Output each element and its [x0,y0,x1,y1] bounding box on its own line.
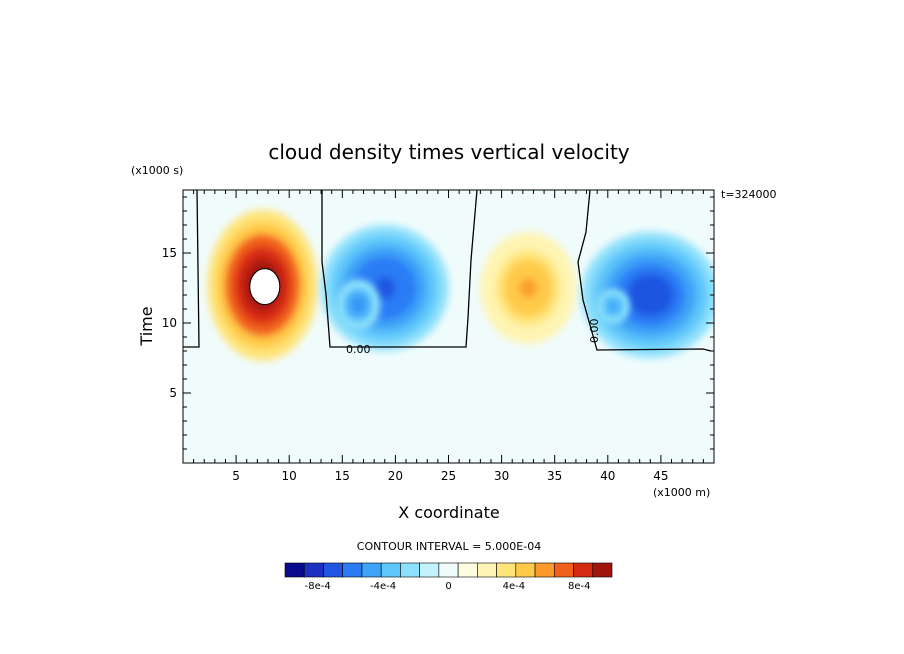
colorbar-tick-label: 4e-4 [503,581,526,592]
colorbar-tick-label: -4e-4 [370,581,396,592]
x-tick-label: 30 [494,469,509,483]
x-tick-label: 20 [388,469,403,483]
chart-title: cloud density times vertical velocity [268,140,629,164]
colorbar-swatch [361,562,382,578]
heatmap-level [374,277,396,299]
heatmap-cell [597,289,630,324]
colorbar-swatch [457,562,478,578]
colorbar: -8e-4 -4e-4 0 4e-4 8e-4 [284,562,613,592]
heatmap-cell [336,279,380,330]
colorbar-swatch [284,562,305,578]
colorbar-swatch [553,562,574,578]
colorbar-tick-label: -8e-4 [305,581,331,592]
x-tick-label: 15 [335,469,350,483]
heatmap-level [610,303,616,310]
heatmap-cell [581,232,714,358]
time-stamp: t=324000 [721,188,777,201]
x-tick-label: 25 [441,469,456,483]
x-tick-label: 40 [600,469,615,483]
y-scale-note: (x1000 s) [131,164,183,177]
colorbar-swatch [438,562,459,578]
heatmap-level [638,284,662,306]
heatmap-cells [207,209,714,361]
colorbar-swatch [303,562,324,578]
contour-label-1: 0.00 [346,343,371,356]
x-scale-note: (x1000 m) [653,486,710,499]
heatmap-level [520,278,537,298]
colorbar-swatch [419,562,440,578]
contour-label-2: 0.00 [588,319,601,344]
colorbar-swatch [496,562,517,578]
colorbar-swatch [380,562,401,578]
colorbar-swatch [323,562,344,578]
plot-area: 0.00 0.00 5 10 15 20 25 30 35 40 45 5 10 15 [162,189,715,483]
saturated-core [249,268,281,306]
heatmap-cell [480,232,576,344]
axis-ticks: 5 10 15 20 25 30 35 40 45 5 10 15 [162,190,714,483]
colorbar-swatch [400,562,420,578]
y-axis-label: Time [137,306,156,346]
x-tick-label: 10 [282,469,297,483]
y-tick-label: 15 [162,246,177,260]
y-tick-label: 5 [169,386,177,400]
x-axis-label: X coordinate [398,503,499,522]
colorbar-swatch [515,562,536,578]
heatmap-level [354,300,362,309]
y-tick-label: 10 [162,316,177,330]
colorbar-swatch [534,562,555,578]
x-tick-label: 45 [653,469,668,483]
colorbar-tick-label: 0 [445,581,451,592]
x-tick-label: 35 [547,469,562,483]
colorbar-swatch [477,562,497,578]
colorbar-swatch [342,562,363,578]
colorbar-swatch [592,562,613,578]
zero-contour [183,190,712,352]
heatmap-cell [321,225,449,351]
contour-interval: CONTOUR INTERVAL = 5.000E-04 [357,540,541,553]
colorbar-tick-label: 8e-4 [568,581,591,592]
colorbar-swatch [573,562,594,578]
x-tick-label: 5 [232,469,240,483]
